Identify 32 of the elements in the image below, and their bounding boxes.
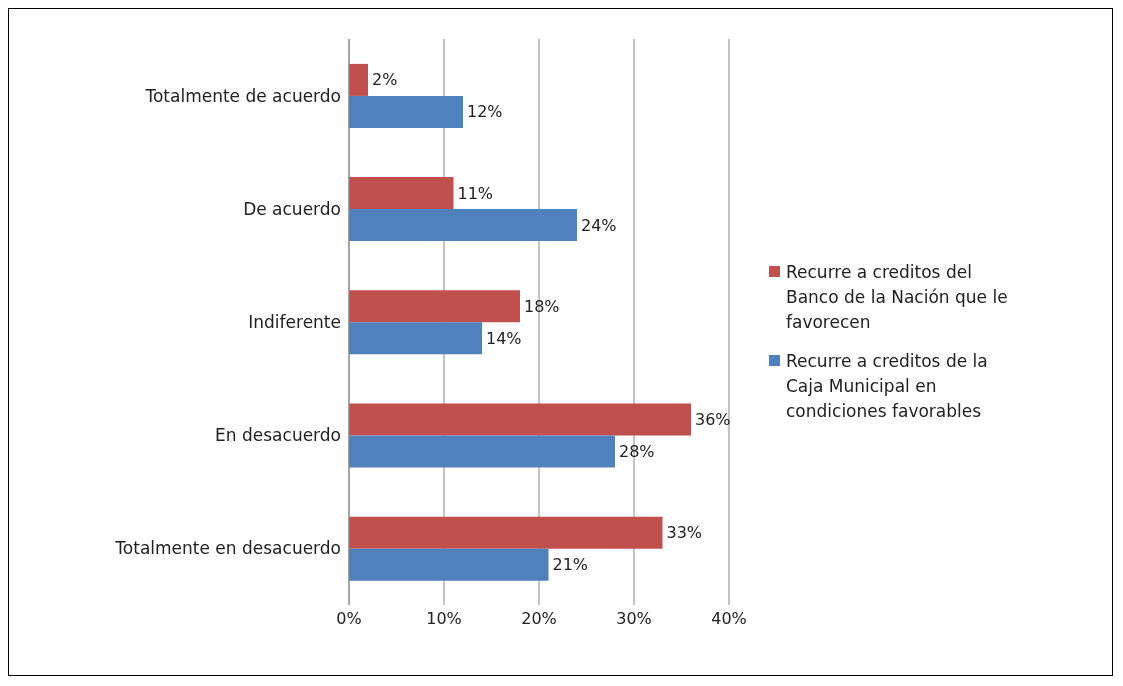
data-label: 12% — [467, 102, 503, 122]
bar — [349, 209, 577, 242]
bar — [349, 177, 454, 210]
bar — [349, 95, 463, 128]
y-tick-label: Totalmente en desacuerdo — [114, 538, 341, 559]
y-tick-label: Indiferente — [248, 312, 341, 333]
bar — [349, 63, 368, 96]
y-tick-label: En desacuerdo — [215, 425, 341, 446]
data-label: 14% — [486, 328, 522, 348]
bar — [349, 516, 663, 549]
x-tick-label: 40% — [711, 609, 747, 629]
data-label: 11% — [457, 183, 494, 203]
data-label: 24% — [581, 215, 617, 235]
data-label: 18% — [524, 296, 560, 316]
bar — [349, 548, 549, 581]
y-tick-label: Totalmente de acuerdo — [144, 85, 341, 106]
legend-label: Recurre a creditos del Banco de la Nación que le favorecen — [786, 261, 1009, 334]
x-tick-label: 0% — [336, 609, 362, 629]
data-label: 36% — [695, 410, 731, 429]
data-label: 28% — [619, 442, 655, 461]
x-tick-label: 20% — [521, 609, 557, 629]
x-tick-label: 30% — [616, 609, 652, 629]
data-label: 2% — [372, 70, 398, 90]
x-tick-label: 10% — [426, 609, 462, 629]
legend-label: Recurre a creditos de la Caja Municipal en condiciones favorables — [786, 350, 989, 423]
data-label: 33% — [666, 523, 703, 543]
bar — [349, 322, 482, 355]
y-tick-label: De acuerdo — [243, 198, 341, 219]
bar — [349, 403, 691, 436]
bar — [349, 290, 520, 323]
bar — [349, 435, 615, 468]
data-label: 21% — [552, 555, 589, 575]
